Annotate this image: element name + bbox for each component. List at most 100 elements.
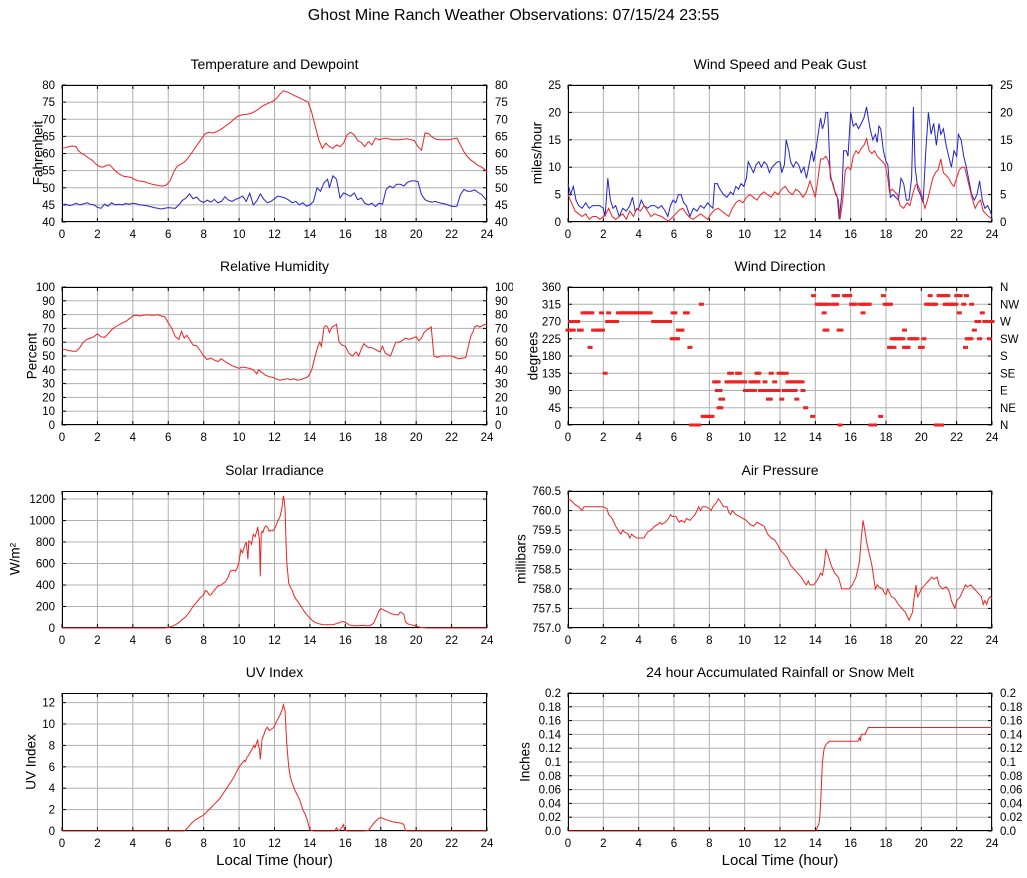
svg-text:90: 90 — [495, 296, 508, 308]
svg-text:12: 12 — [774, 229, 787, 241]
svg-text:15: 15 — [548, 135, 561, 147]
svg-text:0.16: 0.16 — [1000, 716, 1022, 728]
svg-text:40: 40 — [42, 217, 55, 229]
svg-text:180: 180 — [542, 351, 561, 363]
svg-text:135: 135 — [542, 368, 561, 380]
svg-text:25: 25 — [1000, 80, 1013, 92]
svg-text:757.0: 757.0 — [532, 623, 561, 635]
svg-text:6: 6 — [165, 229, 171, 241]
chart-title: Wind Direction — [734, 258, 826, 274]
svg-text:0.2: 0.2 — [545, 688, 561, 700]
svg-text:0.14: 0.14 — [539, 729, 562, 741]
svg-text:14: 14 — [809, 432, 822, 444]
svg-text:70: 70 — [495, 114, 508, 126]
svg-text:75: 75 — [495, 97, 508, 109]
chart-title: Temperature and Dewpoint — [190, 56, 359, 72]
svg-text:760.5: 760.5 — [532, 486, 561, 498]
svg-text:45: 45 — [495, 200, 508, 212]
svg-text:90: 90 — [42, 296, 55, 308]
page-title: Ghost Mine Ranch Weather Observations: 0… — [307, 7, 720, 24]
svg-text:60: 60 — [495, 337, 508, 349]
svg-text:0.18: 0.18 — [1000, 702, 1022, 714]
svg-text:2: 2 — [600, 229, 606, 241]
svg-text:80: 80 — [495, 80, 508, 92]
svg-text:22: 22 — [445, 432, 458, 444]
svg-text:4: 4 — [635, 838, 642, 850]
svg-text:200: 200 — [36, 602, 55, 614]
svg-text:40: 40 — [42, 365, 55, 377]
svg-text:6: 6 — [671, 635, 677, 646]
svg-text:758.0: 758.0 — [532, 584, 561, 596]
svg-text:30: 30 — [495, 379, 508, 391]
svg-text:0: 0 — [49, 623, 55, 635]
svg-text:6: 6 — [671, 432, 677, 444]
svg-text:SW: SW — [1000, 334, 1019, 346]
svg-text:759.5: 759.5 — [532, 525, 561, 537]
chart-wind-direction: Wind Direction degrees 0 2 4 6 8 10 12 14 16 18 20… — [513, 242, 1027, 444]
svg-text:0: 0 — [49, 420, 55, 432]
chart-title: Wind Speed and Peak Gust — [693, 56, 867, 72]
svg-text:18: 18 — [880, 432, 893, 444]
svg-text:75: 75 — [42, 97, 55, 109]
svg-text:6: 6 — [671, 838, 677, 850]
svg-text:20: 20 — [410, 838, 423, 850]
svg-text:24: 24 — [986, 229, 999, 241]
svg-text:0.16: 0.16 — [539, 716, 561, 728]
svg-text:SE: SE — [1000, 368, 1016, 380]
svg-text:12: 12 — [774, 432, 787, 444]
svg-text:0.04: 0.04 — [539, 798, 562, 810]
svg-text:70: 70 — [495, 323, 508, 335]
svg-text:4: 4 — [130, 838, 137, 850]
svg-text:2: 2 — [94, 432, 100, 444]
svg-text:70: 70 — [42, 114, 55, 126]
svg-text:0: 0 — [495, 420, 501, 432]
chart-accumulated-rainfall: 24 hour Accumulated Rainfall or Snow Mel… — [513, 646, 1027, 878]
svg-text:10: 10 — [233, 432, 246, 444]
svg-text:25: 25 — [548, 80, 561, 92]
svg-text:22: 22 — [950, 432, 963, 444]
solar-irradiance-plot: 0 2 4 6 8 10 12 14 16 18 20 22 240200400600800100012… — [29, 491, 494, 646]
chart-solar-irradiance: Solar Irradiance W/m² 0 2 4 6 8 10 12 14 16 18 20 2… — [0, 444, 513, 646]
svg-text:20: 20 — [915, 229, 928, 241]
svg-text:0: 0 — [59, 229, 65, 241]
chart-title: Relative Humidity — [220, 258, 329, 274]
svg-text:16: 16 — [339, 229, 352, 241]
svg-text:20: 20 — [42, 392, 55, 404]
svg-text:4: 4 — [130, 432, 137, 444]
svg-text:45: 45 — [548, 403, 561, 415]
svg-text:65: 65 — [42, 131, 55, 143]
svg-text:22: 22 — [445, 838, 458, 850]
svg-text:24: 24 — [481, 229, 494, 241]
svg-text:360: 360 — [542, 282, 561, 294]
svg-text:10: 10 — [738, 838, 751, 850]
svg-text:16: 16 — [844, 635, 857, 646]
svg-text:40: 40 — [495, 217, 508, 229]
svg-text:45: 45 — [42, 200, 55, 212]
svg-text:18: 18 — [374, 635, 387, 646]
svg-text:6: 6 — [165, 432, 171, 444]
svg-text:4: 4 — [49, 783, 56, 795]
svg-text:20: 20 — [495, 392, 508, 404]
svg-text:4: 4 — [130, 635, 137, 646]
svg-text:40: 40 — [495, 365, 508, 377]
svg-text:6: 6 — [671, 229, 677, 241]
svg-text:12: 12 — [268, 229, 281, 241]
svg-text:6: 6 — [49, 762, 55, 774]
svg-text:12: 12 — [268, 838, 281, 850]
svg-text:1200: 1200 — [29, 494, 55, 506]
svg-text:16: 16 — [844, 229, 857, 241]
svg-text:14: 14 — [809, 838, 822, 850]
svg-text:2: 2 — [600, 635, 606, 646]
svg-text:0.0: 0.0 — [545, 826, 561, 838]
svg-text:2: 2 — [94, 635, 100, 646]
svg-text:20: 20 — [410, 229, 423, 241]
svg-text:10: 10 — [738, 229, 751, 241]
svg-text:6: 6 — [165, 838, 171, 850]
svg-text:759.0: 759.0 — [532, 545, 561, 557]
svg-text:20: 20 — [1000, 107, 1013, 119]
svg-text:0.1: 0.1 — [545, 757, 561, 769]
svg-text:0: 0 — [59, 432, 65, 444]
svg-text:10: 10 — [738, 432, 751, 444]
